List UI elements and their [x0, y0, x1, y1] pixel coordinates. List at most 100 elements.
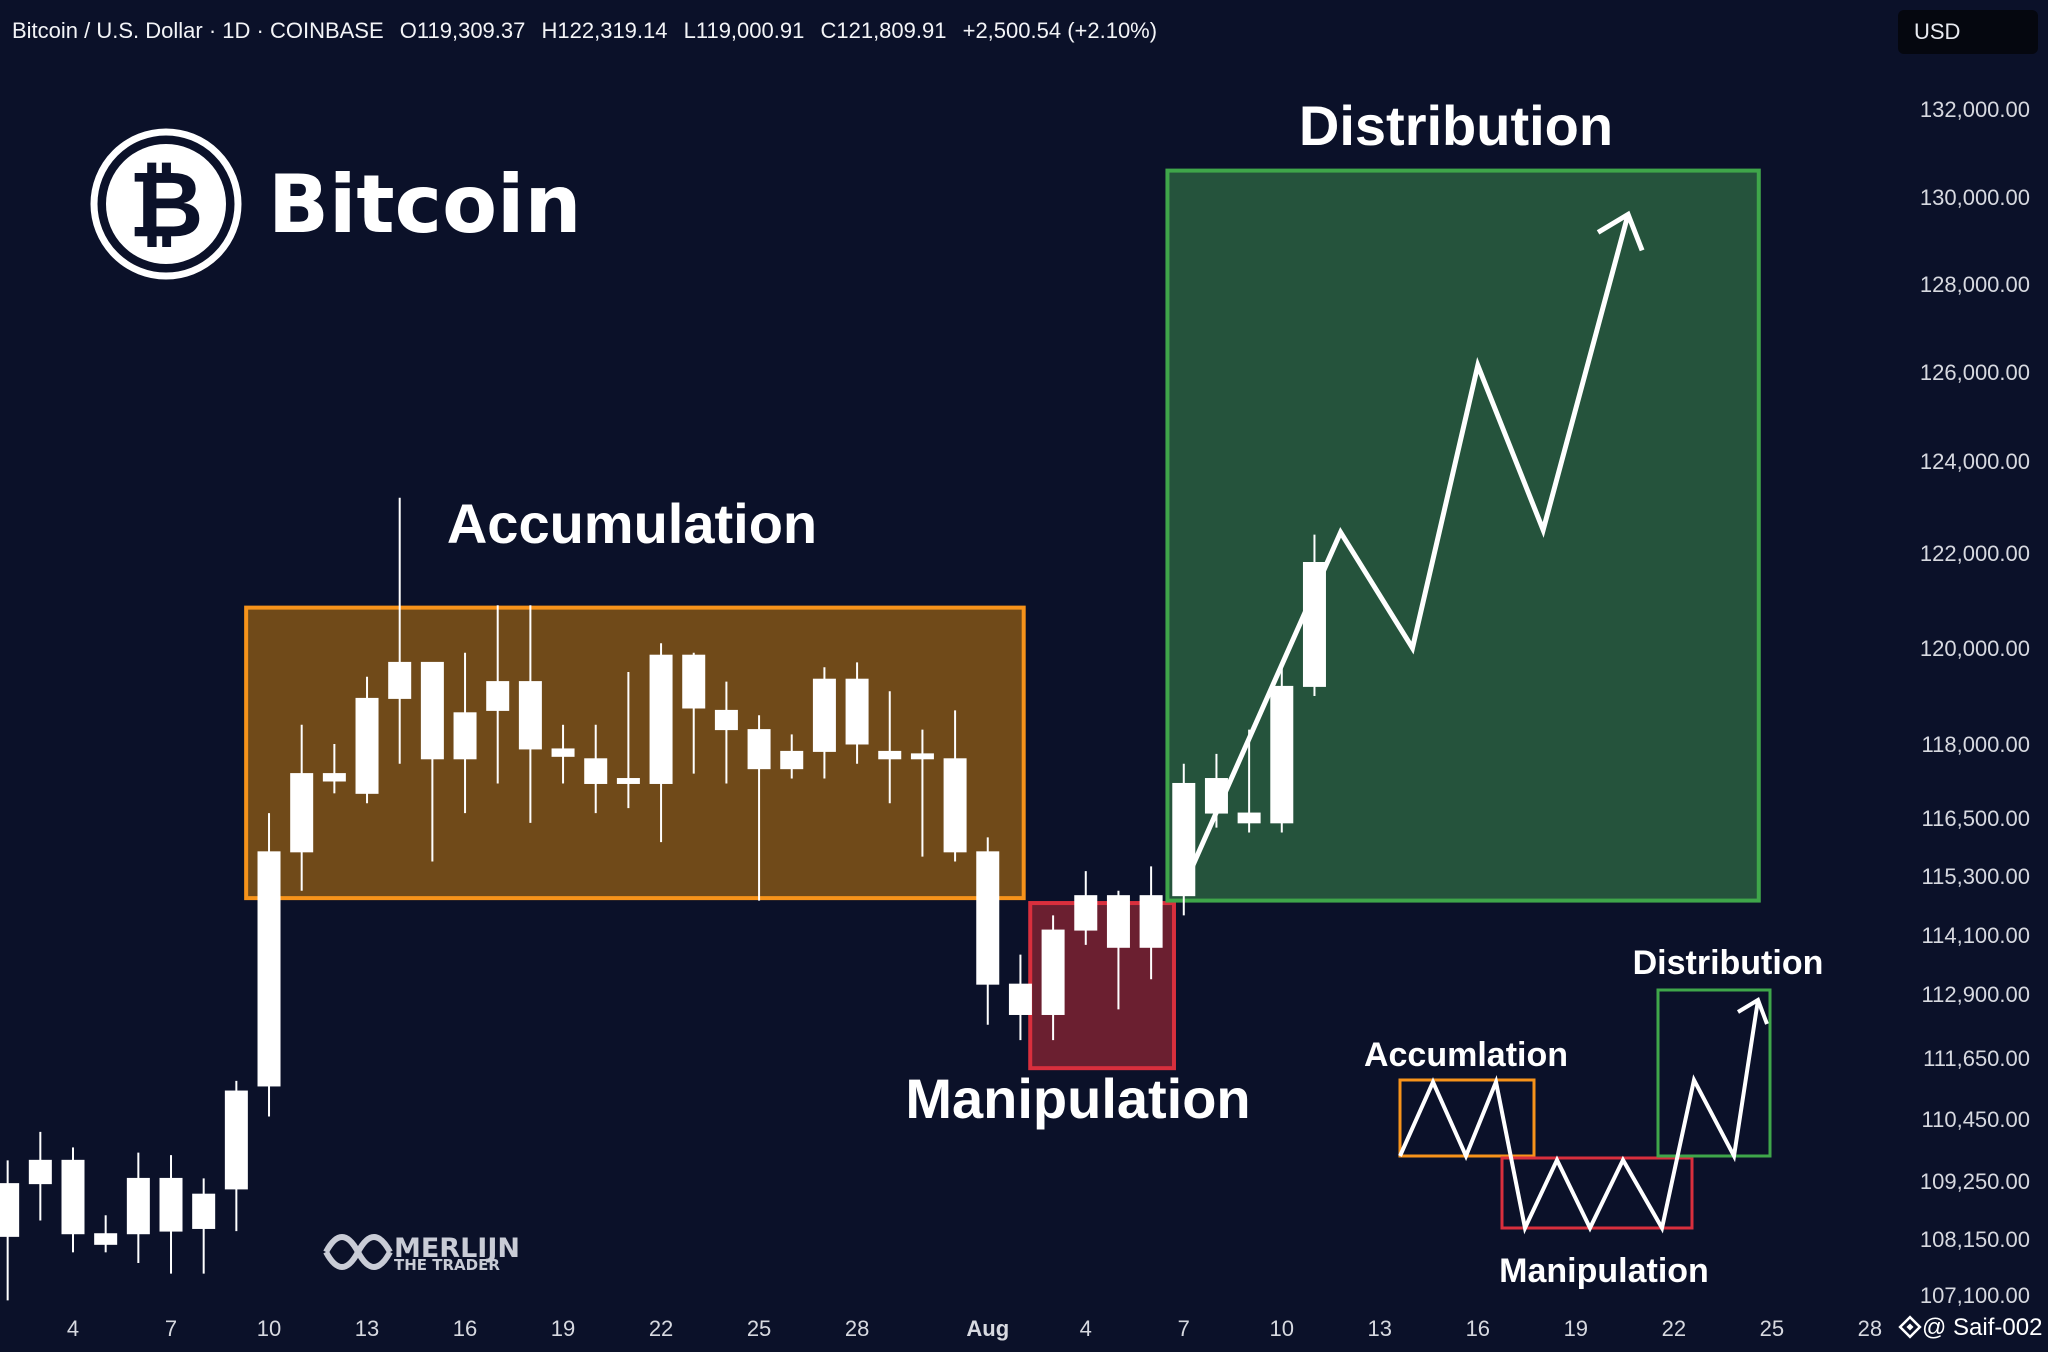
candle: [747, 715, 771, 901]
candle: [388, 497, 412, 764]
candle-body: [355, 697, 379, 794]
candle-body: [94, 1233, 118, 1245]
time-tick-label: Aug: [966, 1316, 1009, 1341]
candle-body: [1270, 685, 1294, 824]
price-tick-label: 109,250.00: [1920, 1169, 2030, 1194]
candle: [551, 724, 575, 784]
candle-body: [1237, 812, 1261, 824]
zone-distribution: [1165, 168, 1761, 903]
mini-distribution-box: [1656, 988, 1772, 1158]
time-tick-label: 10: [257, 1316, 281, 1341]
candle: [61, 1147, 85, 1253]
candle-body: [290, 773, 314, 853]
candle: [257, 813, 281, 1117]
candle-body: [649, 654, 673, 784]
candle-body: [159, 1177, 183, 1232]
candle-body: [747, 729, 771, 770]
candle: [584, 724, 608, 814]
price-tick-label: 118,000.00: [1922, 732, 2030, 757]
candle: [1270, 667, 1294, 833]
candle-body: [1139, 895, 1163, 948]
candle-body: [420, 661, 444, 760]
candles-layer: [0, 497, 1326, 1301]
candle-body: [322, 773, 346, 782]
credit-text: @ Saif-002: [1922, 1314, 2042, 1341]
price-tick-label: 112,900.00: [1922, 982, 2030, 1007]
time-tick-label: 4: [67, 1316, 79, 1341]
close-value: C121,809.91: [820, 18, 947, 43]
time-tick-label: 7: [165, 1316, 177, 1341]
candle: [1074, 871, 1098, 945]
candle: [290, 724, 314, 891]
price-tick-label: 111,650.00: [1923, 1046, 2030, 1071]
candle-body: [453, 712, 477, 760]
candle: [518, 605, 542, 823]
candle-body: [845, 678, 869, 745]
currency-button[interactable]: USD: [1898, 10, 2038, 54]
candle-body: [1106, 895, 1130, 948]
watermark: MERLIJN THE TRADER: [323, 1233, 520, 1274]
credit: @ Saif-002: [1898, 1314, 2042, 1341]
candle-body: [714, 709, 738, 731]
time-tick-label: 28: [1858, 1316, 1882, 1341]
candle: [94, 1215, 118, 1253]
candle: [1172, 763, 1196, 916]
candle-body: [1302, 562, 1326, 687]
mini-diagram: Accumlation Manipulation Distribution: [1364, 944, 1823, 1290]
candle-body: [0, 1183, 20, 1237]
time-tick-label: 19: [551, 1316, 575, 1341]
candle: [159, 1155, 183, 1274]
price-axis[interactable]: 132,000.00 130,000.00 128,000.00 126,000.00…: [1920, 97, 2030, 1308]
candle-body: [584, 758, 608, 784]
price-tick-label: 128,000.00: [1920, 272, 2030, 297]
candle: [1008, 954, 1032, 1041]
watermark-line1: MERLIJN: [394, 1233, 520, 1264]
candle: [943, 710, 967, 862]
price-tick-label: 120,000.00: [1920, 636, 2030, 661]
candle-body: [1008, 983, 1032, 1015]
symbol-title[interactable]: Bitcoin / U.S. Dollar · 1D · COINBASE: [12, 18, 384, 43]
time-axis[interactable]: 4 7 10 13 16 19 22 25 28 Aug 4 7 10 13 16 19 22 25 28: [67, 1316, 1882, 1341]
price-tick-label: 116,500.00: [1922, 806, 2030, 831]
candle: [355, 676, 379, 804]
candle: [1237, 729, 1261, 833]
candle: [616, 672, 640, 809]
low-value: L119,000.91: [683, 18, 805, 43]
svg-text:₿: ₿: [129, 151, 204, 258]
candle: [322, 744, 346, 794]
candle: [780, 734, 804, 779]
candle-body: [682, 654, 706, 709]
candle: [420, 661, 444, 862]
time-tick-label: 13: [355, 1316, 379, 1341]
price-tick-label: 107,100.00: [1920, 1283, 2030, 1308]
candle: [486, 605, 510, 784]
candle: [1106, 890, 1130, 1010]
price-tick-label: 108,150.00: [1920, 1227, 2030, 1252]
manipulation-label: Manipulation: [905, 1067, 1250, 1130]
time-tick-label: 22: [1662, 1316, 1686, 1341]
time-tick-label: 28: [845, 1316, 869, 1341]
projection-path: [1181, 213, 1631, 887]
chart-header: Bitcoin / U.S. Dollar · 1D · COINBASE O1…: [12, 18, 1167, 44]
candle-body: [812, 678, 836, 752]
candle-body: [486, 681, 510, 711]
time-tick-label: 4: [1080, 1316, 1092, 1341]
price-tick-label: 132,000.00: [1920, 97, 2030, 122]
bitcoin-icon: ₿: [90, 128, 242, 280]
candle-body: [616, 778, 640, 784]
candle-body: [910, 753, 934, 760]
candle-body: [780, 750, 804, 770]
candle-body: [551, 748, 575, 757]
price-tick-label: 110,450.00: [1922, 1107, 2030, 1132]
candle: [845, 662, 869, 764]
projection-layer: [1181, 210, 1645, 887]
watermark-line2: THE TRADER: [394, 1256, 500, 1274]
time-tick-label: 10: [1270, 1316, 1294, 1341]
bitcoin-logo: ₿ Bitcoin: [90, 128, 581, 280]
projection-arrow-head: [1596, 210, 1645, 252]
accumulation-label: Accumulation: [447, 492, 817, 555]
candle: [910, 729, 934, 857]
candle-body: [126, 1177, 150, 1235]
merlijn-logo-icon: [323, 1234, 393, 1270]
